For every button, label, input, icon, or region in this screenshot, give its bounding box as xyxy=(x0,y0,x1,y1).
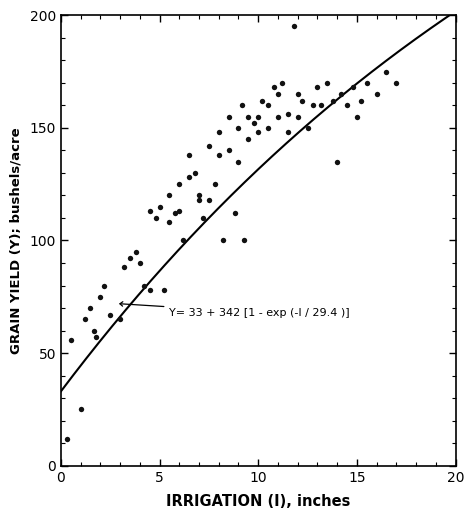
Point xyxy=(255,113,262,121)
Point xyxy=(264,124,272,132)
Point xyxy=(180,236,187,244)
Point xyxy=(92,333,100,342)
Y-axis label: GRAIN YIELD (Y); bushels/acre: GRAIN YIELD (Y); bushels/acre xyxy=(10,127,23,354)
Point xyxy=(126,254,134,263)
Point xyxy=(284,128,292,136)
Point xyxy=(77,405,84,414)
Point xyxy=(294,90,301,98)
Point xyxy=(107,311,114,319)
Point xyxy=(304,124,311,132)
Point xyxy=(172,209,179,217)
Point xyxy=(211,180,219,188)
Point xyxy=(152,214,159,222)
Point xyxy=(67,335,74,344)
Point xyxy=(270,83,278,91)
Point xyxy=(353,113,361,121)
Point xyxy=(337,90,345,98)
Point xyxy=(298,97,305,105)
Point xyxy=(185,173,193,182)
Point xyxy=(165,192,173,200)
Point xyxy=(100,281,108,290)
Point xyxy=(205,196,213,204)
Point xyxy=(225,146,232,155)
Point xyxy=(278,79,286,87)
X-axis label: IRRIGATION (I), inches: IRRIGATION (I), inches xyxy=(166,494,350,509)
Point xyxy=(274,90,282,98)
Point xyxy=(175,207,183,215)
Point xyxy=(132,248,140,256)
Point xyxy=(195,192,203,200)
Point xyxy=(349,83,357,91)
Point xyxy=(225,113,232,121)
Point xyxy=(215,151,223,159)
Point xyxy=(146,207,154,215)
Point xyxy=(191,169,199,177)
Point xyxy=(318,101,325,110)
Point xyxy=(258,97,266,105)
Point xyxy=(97,293,104,301)
Point xyxy=(250,119,258,128)
Point xyxy=(91,326,98,335)
Point xyxy=(199,214,207,222)
Point xyxy=(235,157,242,166)
Point xyxy=(255,128,262,136)
Point xyxy=(175,180,183,188)
Point xyxy=(63,434,71,443)
Point xyxy=(116,315,124,323)
Point xyxy=(383,67,390,76)
Point xyxy=(160,286,167,294)
Point xyxy=(238,101,246,110)
Point xyxy=(245,113,252,121)
Point xyxy=(219,236,227,244)
Point xyxy=(231,209,238,217)
Point xyxy=(264,101,272,110)
Point xyxy=(136,259,144,267)
Point xyxy=(294,113,301,121)
Text: Y= 33 + 342 [1 - exp (-I / 29.4 )]: Y= 33 + 342 [1 - exp (-I / 29.4 )] xyxy=(120,302,350,318)
Point xyxy=(215,128,223,136)
Point xyxy=(284,110,292,118)
Point xyxy=(323,79,331,87)
Point xyxy=(357,97,365,105)
Point xyxy=(120,263,128,271)
Point xyxy=(392,79,400,87)
Point xyxy=(333,157,341,166)
Point xyxy=(245,135,252,143)
Point xyxy=(165,218,173,227)
Point xyxy=(205,142,213,150)
Point xyxy=(81,315,88,323)
Point xyxy=(290,22,298,31)
Point xyxy=(310,101,317,110)
Point xyxy=(87,304,94,312)
Point xyxy=(274,113,282,121)
Point xyxy=(156,202,164,211)
Point xyxy=(343,101,351,110)
Point xyxy=(146,286,154,294)
Point xyxy=(363,79,371,87)
Point xyxy=(373,90,381,98)
Point xyxy=(195,196,203,204)
Point xyxy=(329,97,337,105)
Point xyxy=(235,124,242,132)
Point xyxy=(314,83,321,91)
Point xyxy=(185,151,193,159)
Point xyxy=(140,281,147,290)
Point xyxy=(241,236,248,244)
